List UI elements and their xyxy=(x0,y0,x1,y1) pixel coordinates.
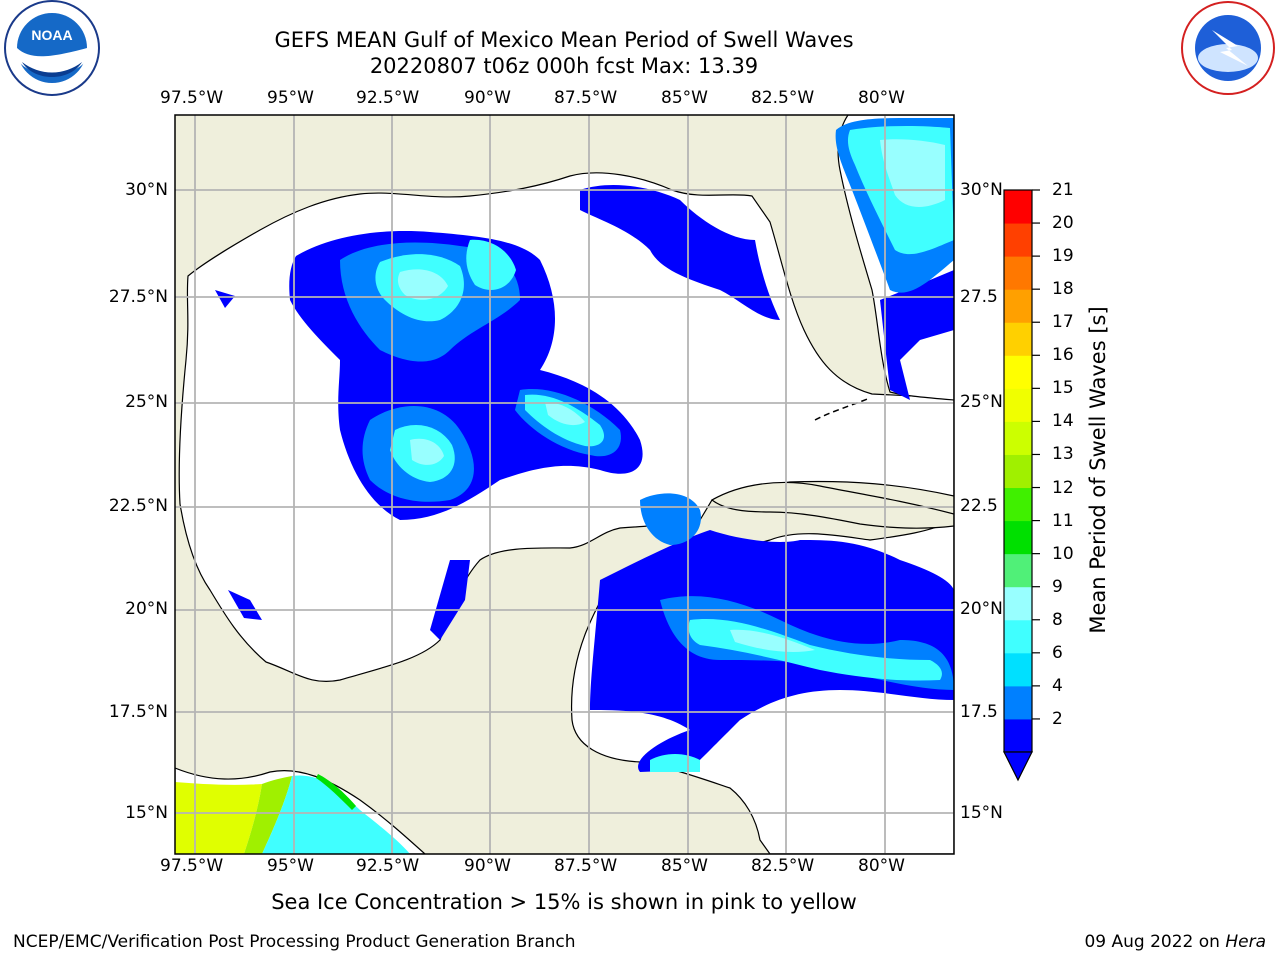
map-title: GEFS MEAN Gulf of Mexico Mean Period of … xyxy=(274,28,854,52)
caption: Sea Ice Concentration > 15% is shown in … xyxy=(271,890,857,914)
colorbar-tick-label: 2 xyxy=(1052,708,1063,729)
colorbar-segment xyxy=(1004,322,1032,356)
lat-label-left: 20°N xyxy=(125,599,168,619)
lat-label-left: 27.5°N xyxy=(108,287,168,307)
colorbar-tick-label: 6 xyxy=(1052,642,1063,663)
lon-label-top: 92.5°W xyxy=(356,88,420,108)
lat-label-right: 22.5 xyxy=(960,496,998,516)
lat-label-left: 15°N xyxy=(125,803,168,823)
lon-label-top: 85°W xyxy=(661,88,708,108)
lon-label-top: 80°W xyxy=(858,88,905,108)
colorbar-segment xyxy=(1004,487,1032,522)
noaa-logo: NOAA xyxy=(4,0,100,96)
footer-machine: Hera xyxy=(1225,932,1266,952)
lon-label-bottom: 80°W xyxy=(858,856,905,876)
lon-label-bottom: 97.5°W xyxy=(160,856,224,876)
footer-credit: NCEP/EMC/Verification Post Processing Pr… xyxy=(13,932,576,952)
cuba-island xyxy=(710,481,954,529)
colorbar-tick-label: 9 xyxy=(1052,576,1063,597)
lon-label-bottom: 92.5°W xyxy=(356,856,420,876)
colorbar-tick-label: 20 xyxy=(1052,213,1074,234)
colorbar-tick-label: 11 xyxy=(1052,510,1074,531)
nws-logo xyxy=(1181,1,1275,95)
colorbar-segment xyxy=(1004,223,1032,257)
lon-label-bottom: 82.5°W xyxy=(751,856,815,876)
lat-label-left: 30°N xyxy=(125,180,168,200)
lat-label-left: 22.5°N xyxy=(108,496,168,516)
lon-label-top: 90°W xyxy=(464,88,511,108)
colorbar-segment xyxy=(1004,586,1032,621)
lon-label-top: 87.5°W xyxy=(554,88,618,108)
colorbar-segment xyxy=(1004,190,1032,224)
colorbar-tick-label: 15 xyxy=(1052,378,1074,399)
lon-label-bottom: 90°W xyxy=(464,856,511,876)
lat-label-left: 25°N xyxy=(125,392,168,412)
lon-label-bottom: 95°W xyxy=(267,856,314,876)
colorbar-segment xyxy=(1004,388,1032,422)
lon-label-top: 82.5°W xyxy=(751,88,815,108)
colorbar-segment xyxy=(1004,454,1032,489)
florida-keys xyxy=(814,397,871,421)
map-frame xyxy=(174,114,955,855)
lon-label-top: 97.5°W xyxy=(160,88,224,108)
graticule xyxy=(175,115,954,854)
colorbar-segment xyxy=(1004,256,1032,290)
colorbar-label: Mean Period of Swell Waves [s] xyxy=(1086,306,1110,634)
colorbar-tick-label: 10 xyxy=(1052,543,1074,564)
colorbar-tick-label: 21 xyxy=(1052,180,1074,200)
colorbar-segment xyxy=(1004,421,1032,455)
swell-field-8-9 xyxy=(397,139,945,653)
lat-label-right: 30°N xyxy=(960,180,1003,200)
lon-label-bottom: 85°W xyxy=(661,856,708,876)
colorbar-segment xyxy=(1004,553,1032,588)
colorbar-segment xyxy=(1004,652,1032,687)
colorbar-tick-label: 16 xyxy=(1052,345,1074,366)
colorbar-tick-label: 17 xyxy=(1052,312,1074,333)
footer-date: 09 Aug 2022 on Hera xyxy=(1084,932,1266,952)
colorbar-tick-label: 12 xyxy=(1052,477,1074,498)
lon-label-bottom: 87.5°W xyxy=(554,856,618,876)
lat-label-right: 15°N xyxy=(960,803,1003,823)
colorbar-tick-label: 4 xyxy=(1052,675,1063,696)
colorbar-tick-label: 18 xyxy=(1052,279,1074,300)
lat-label-right: 20°N xyxy=(960,599,1003,619)
map-subtitle: 20220807 t06z 000h fcst Max: 13.39 xyxy=(369,54,759,78)
lat-label-right: 27.5 xyxy=(960,287,998,307)
colorbar-segment xyxy=(1004,289,1032,323)
colorbar-segment xyxy=(1004,355,1032,389)
colorbar-segment xyxy=(1004,520,1032,555)
colorbar-segment xyxy=(1004,718,1032,753)
colorbar-tick-label: 19 xyxy=(1052,246,1074,267)
pacific-swell xyxy=(175,774,410,854)
colorbar-tick-label: 14 xyxy=(1052,411,1074,432)
colorbar xyxy=(1004,189,1040,753)
colorbar-tick-label: 13 xyxy=(1052,444,1074,465)
colorbar-extend-arrow xyxy=(1003,751,1033,782)
noaa-logo-text: NOAA xyxy=(31,27,72,43)
footer-date-text: 09 Aug 2022 on xyxy=(1084,932,1220,952)
lat-label-right: 17.5 xyxy=(960,702,998,722)
lon-label-top: 95°W xyxy=(267,88,314,108)
lat-label-left: 17.5°N xyxy=(108,702,168,722)
colorbar-segment xyxy=(1004,619,1032,654)
lat-label-right: 25°N xyxy=(960,392,1003,412)
colorbar-tick-label: 8 xyxy=(1052,609,1063,630)
colorbar-segment xyxy=(1004,685,1032,720)
